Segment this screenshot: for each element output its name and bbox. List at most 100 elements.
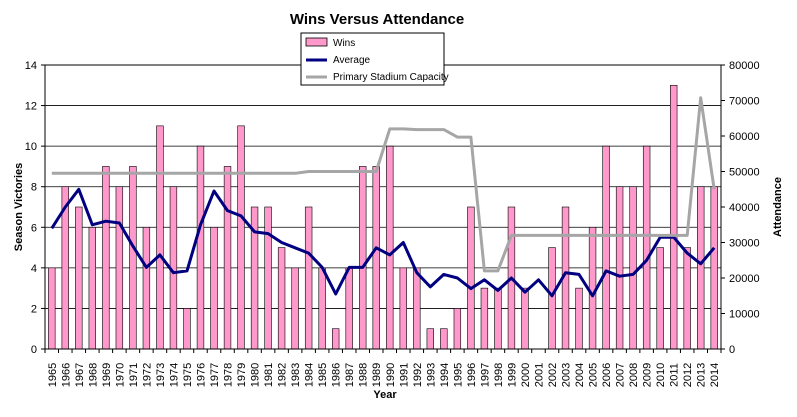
x-tick-label: 2003 <box>561 363 573 387</box>
left-tick-label: 6 <box>31 222 37 234</box>
x-tick-label: 1972 <box>141 363 153 387</box>
x-tick-label: 1980 <box>250 363 262 387</box>
x-tick-label: 2014 <box>709 363 721 387</box>
wins-bar-1982 <box>277 247 286 350</box>
wins-bar-2008 <box>629 186 637 350</box>
wins-bar-1968 <box>88 226 97 350</box>
x-tick-label: 2011 <box>669 363 681 387</box>
x-tick-label: 2010 <box>655 363 667 387</box>
x-tick-label: 1976 <box>196 363 208 387</box>
x-tick-label: 1991 <box>398 363 410 387</box>
x-tick-label: 1997 <box>479 363 491 387</box>
x-tick-label: 1975 <box>182 363 194 387</box>
wins-bar-2014 <box>710 186 718 350</box>
right-tick-label: 30000 <box>729 238 760 250</box>
x-tick-label: 1969 <box>101 363 113 387</box>
wins-bar-1995 <box>453 308 462 350</box>
x-tick-label: 1965 <box>47 363 59 387</box>
right-tick-label: 50000 <box>729 167 760 179</box>
wins-bar-1971 <box>129 166 137 350</box>
x-tick-label: 1999 <box>506 363 518 387</box>
x-tick-label: 1973 <box>155 363 167 387</box>
wins-bar-1976 <box>196 145 205 350</box>
legend-capacity-label: Primary Stadium Capacity <box>333 72 449 83</box>
wins-bar-1965 <box>48 267 56 350</box>
attendance-lines <box>50 96 716 298</box>
stadium-capacity-line <box>51 96 716 273</box>
wins-bar-2007 <box>615 186 624 350</box>
wins-bar-1986 <box>331 328 340 350</box>
wins-bar-1967 <box>75 206 83 350</box>
wins-bar-2013 <box>697 186 705 350</box>
chart-legend: Wins Average Primary Stadium Capacity <box>300 32 449 86</box>
x-tick-label: 1970 <box>114 363 126 387</box>
x-tick-label: 1984 <box>304 363 316 387</box>
x-tick-label: 1993 <box>425 363 437 387</box>
left-tick-label: 12 <box>25 101 37 113</box>
right-tick-label: 80000 <box>729 60 760 72</box>
wins-bar-2006 <box>602 145 610 350</box>
x-tick-label: 2013 <box>696 363 708 387</box>
x-tick-label: 2001 <box>534 363 546 387</box>
wins-bar-2004 <box>575 287 583 350</box>
wins-bar-1992 <box>413 267 421 350</box>
legend-average-label: Average <box>333 55 371 66</box>
left-tick-label: 0 <box>31 344 37 356</box>
x-tick-label: 2002 <box>547 363 559 387</box>
x-tick-label: 2004 <box>574 363 586 387</box>
x-tick-label: 1989 <box>371 363 383 387</box>
x-tick-label: 1966 <box>60 363 72 387</box>
right-tick-label: 60000 <box>729 131 760 143</box>
wins-bar-1977 <box>210 226 218 350</box>
x-axis-title: Year <box>373 389 397 401</box>
left-tick-label: 8 <box>31 182 37 194</box>
wins-bar-2009 <box>642 145 651 350</box>
wins-bar-1972 <box>142 226 151 350</box>
wins-bar-1987 <box>345 267 353 350</box>
legend-wins-label: Wins <box>333 38 355 49</box>
x-tick-label: 1983 <box>290 363 302 387</box>
wins-bar-1979 <box>237 125 245 350</box>
x-tick-label: 1982 <box>277 363 289 387</box>
wins-bar-2010 <box>656 247 664 350</box>
wins-bar-1994 <box>440 328 448 350</box>
x-tick-label: 2007 <box>615 363 627 387</box>
right-tick-label: 70000 <box>729 96 760 108</box>
x-tick-label: 1985 <box>317 363 329 387</box>
wins-bar-2011 <box>669 84 678 350</box>
x-tick-label: 2000 <box>520 363 532 387</box>
right-tick-label: 20000 <box>729 273 760 285</box>
wins-bar-1970 <box>115 186 124 350</box>
wins-bar-2005 <box>588 226 597 350</box>
wins-bar-1984 <box>304 206 313 350</box>
right-tick-label: 10000 <box>729 309 760 321</box>
right-tick-label: 40000 <box>729 202 760 214</box>
x-tick-label: 1978 <box>223 363 235 387</box>
wins-bar-2012 <box>683 247 691 350</box>
x-tick-label: 1996 <box>466 363 478 387</box>
wins-bar-1985 <box>318 267 326 350</box>
wins-bar-1975 <box>183 308 191 350</box>
wins-bar-2002 <box>548 247 556 350</box>
wins-bar-1993 <box>426 328 435 350</box>
x-tick-label: 1994 <box>439 363 451 387</box>
x-tick-label: 1990 <box>385 363 397 387</box>
x-tick-label: 2005 <box>588 363 600 387</box>
average-attendance-line <box>50 187 716 298</box>
wins-bar-1988 <box>359 166 367 350</box>
x-tick-label: 1979 <box>236 363 248 387</box>
x-tick-label: 1981 <box>263 363 275 387</box>
right-axis-ticks: 0 10000 20000 30000 40000 50000 60000 70000 8000… <box>721 60 760 356</box>
x-tick-label: 1998 <box>493 363 505 387</box>
wins-bars <box>48 84 718 350</box>
wins-bar-2000 <box>521 287 529 350</box>
x-tick-label: 1995 <box>452 363 464 387</box>
chart-title: Wins Versus Attendance <box>290 11 464 28</box>
x-tick-label: 1968 <box>87 363 99 387</box>
x-tick-label: 1977 <box>209 363 221 387</box>
right-tick-label: 0 <box>729 344 735 356</box>
wins-bar-1973 <box>156 125 164 350</box>
x-tick-label: 2008 <box>628 363 640 387</box>
x-axis-ticks: 1965 1966 1967 1968 1969 1970 1971 1972 1973 1974… <box>44 349 722 387</box>
